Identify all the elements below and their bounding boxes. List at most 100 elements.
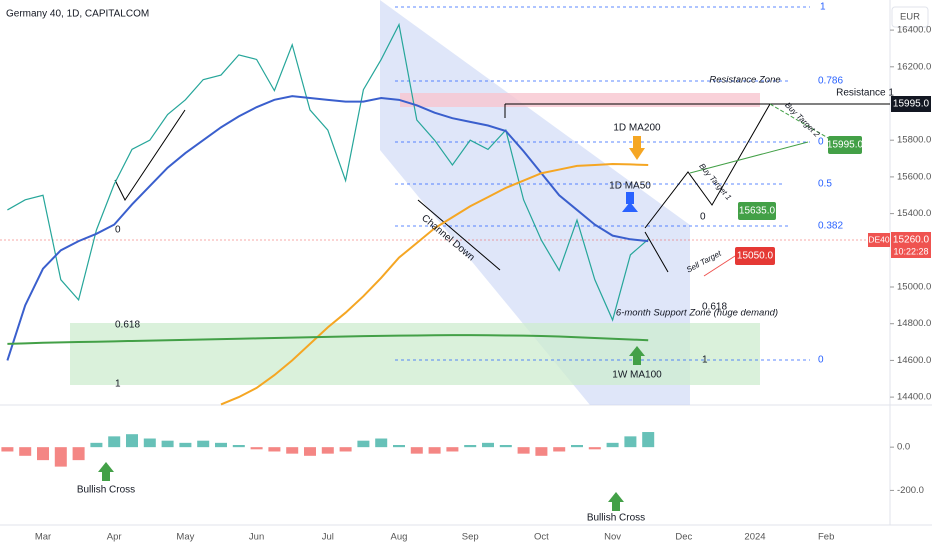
y-tick-label: 16400.0 <box>897 25 931 36</box>
arrow <box>612 501 620 511</box>
arrow <box>626 192 634 204</box>
annotation: Resistance 1 <box>836 88 894 99</box>
arrow <box>622 202 638 212</box>
chart-title: Germany 40, 1D, CAPITALCOM <box>6 9 149 20</box>
target-box <box>828 136 862 154</box>
histogram-bar <box>553 447 566 452</box>
target-label: 15995.0 <box>827 140 864 151</box>
target-box <box>738 202 776 220</box>
histogram-bar <box>428 447 441 454</box>
currency: EUR <box>900 12 920 23</box>
annotation: Buy Target 2 <box>783 101 822 140</box>
y-tick-label: -200.0 <box>897 485 924 496</box>
x-tick-label: May <box>176 532 194 543</box>
target-label: 15050.0 <box>737 251 774 262</box>
fib-label: 0.382 <box>818 221 843 232</box>
fib-label: 0 <box>115 225 121 236</box>
histogram-bar <box>535 447 548 456</box>
histogram-bar <box>464 445 477 448</box>
histogram-bar <box>1 447 14 452</box>
x-tick-label: 2024 <box>744 532 765 543</box>
histogram-bar <box>375 438 388 448</box>
support-zone <box>70 323 760 385</box>
histogram-bar <box>179 442 192 448</box>
x-tick-label: Jun <box>249 532 264 543</box>
fib-label: 0.786 <box>818 76 843 87</box>
x-tick-label: Jul <box>322 532 334 543</box>
histogram-bar <box>215 442 227 448</box>
histogram-bar <box>19 447 32 456</box>
histogram-bar <box>304 447 316 456</box>
histogram-bar <box>161 440 174 448</box>
histogram-bar <box>517 447 530 454</box>
arrow <box>629 346 645 356</box>
arrow <box>633 136 641 149</box>
series-line <box>7 22 649 322</box>
y-tick-label: 15400.0 <box>897 208 931 219</box>
target-label: 15635.0 <box>739 206 776 217</box>
arrow <box>633 355 641 365</box>
histogram-bar <box>482 442 494 448</box>
fib-label: 0 <box>700 212 706 223</box>
fib-label: 0.618 <box>115 320 140 331</box>
price-axis <box>890 0 932 550</box>
fib-label: 0.5 <box>818 179 832 190</box>
fib-lines <box>395 6 810 361</box>
y-tick-label: 14800.0 <box>897 318 931 329</box>
annotation: Bullish Cross <box>587 513 645 524</box>
histogram-bar <box>606 442 619 448</box>
annotation: Sell Target <box>685 248 723 274</box>
resistance-zone <box>400 93 760 107</box>
histogram-bar <box>499 445 512 448</box>
histogram-bar <box>446 447 459 452</box>
x-tick-label: Dec <box>675 532 692 543</box>
arrow <box>608 492 624 502</box>
price-tag-label: 15995.0 <box>893 99 930 110</box>
histogram-bar <box>250 447 263 450</box>
annotation: Resistance Zone <box>709 75 780 86</box>
price-tag <box>891 96 931 112</box>
x-tick-label: Mar <box>35 532 51 543</box>
histogram-bar <box>37 447 49 461</box>
fib-label: 1 <box>115 379 121 390</box>
x-tick-label: Feb <box>818 532 834 543</box>
target-box <box>735 247 775 265</box>
target-link <box>689 141 809 174</box>
fib-label: 1 <box>702 355 708 366</box>
histogram-bar <box>54 447 67 467</box>
fib-label: 1 <box>820 2 826 13</box>
histogram-bar <box>624 436 637 448</box>
symbol-tag <box>868 233 890 247</box>
annotation: 1D MA200 <box>613 123 661 134</box>
plot: 16400.0 16200.0 15800.0 15600.0 15400.0 15000… <box>1 22 931 543</box>
histogram-bar <box>571 445 583 448</box>
annotation: Bullish Cross <box>77 485 135 496</box>
fib-label: 0.618 <box>702 302 727 313</box>
y-tick-label: 15000.0 <box>897 282 931 293</box>
histogram-bar <box>126 434 138 448</box>
histogram-bar <box>197 440 210 448</box>
price-tag-label: 15260.0 <box>893 235 930 246</box>
histogram-bar <box>72 447 85 461</box>
histogram-bar <box>357 440 370 448</box>
price-tag <box>891 232 931 258</box>
x-tick-label: Aug <box>391 532 408 543</box>
countdown: 10:22:28 <box>893 246 928 256</box>
histogram-bar <box>90 442 103 448</box>
histogram-bar <box>108 436 121 448</box>
y-tick-label: 14600.0 <box>897 355 931 366</box>
histogram-bar <box>268 447 281 452</box>
histogram-bar <box>321 447 334 454</box>
y-tick-label: 16200.0 <box>897 61 931 72</box>
x-tick-label: Apr <box>107 532 122 543</box>
histogram-bar <box>588 447 601 450</box>
annotation: 6-month Support Zone (huge demand) <box>616 308 778 319</box>
series-line <box>220 163 649 406</box>
projection-arrows <box>114 103 771 273</box>
y-tick-label: 0.0 <box>897 442 910 453</box>
histogram-bar <box>286 447 299 454</box>
y-tick-label: 14400.0 <box>897 392 931 403</box>
fib-label: 0 <box>818 137 824 148</box>
histogram-bar <box>143 438 156 448</box>
